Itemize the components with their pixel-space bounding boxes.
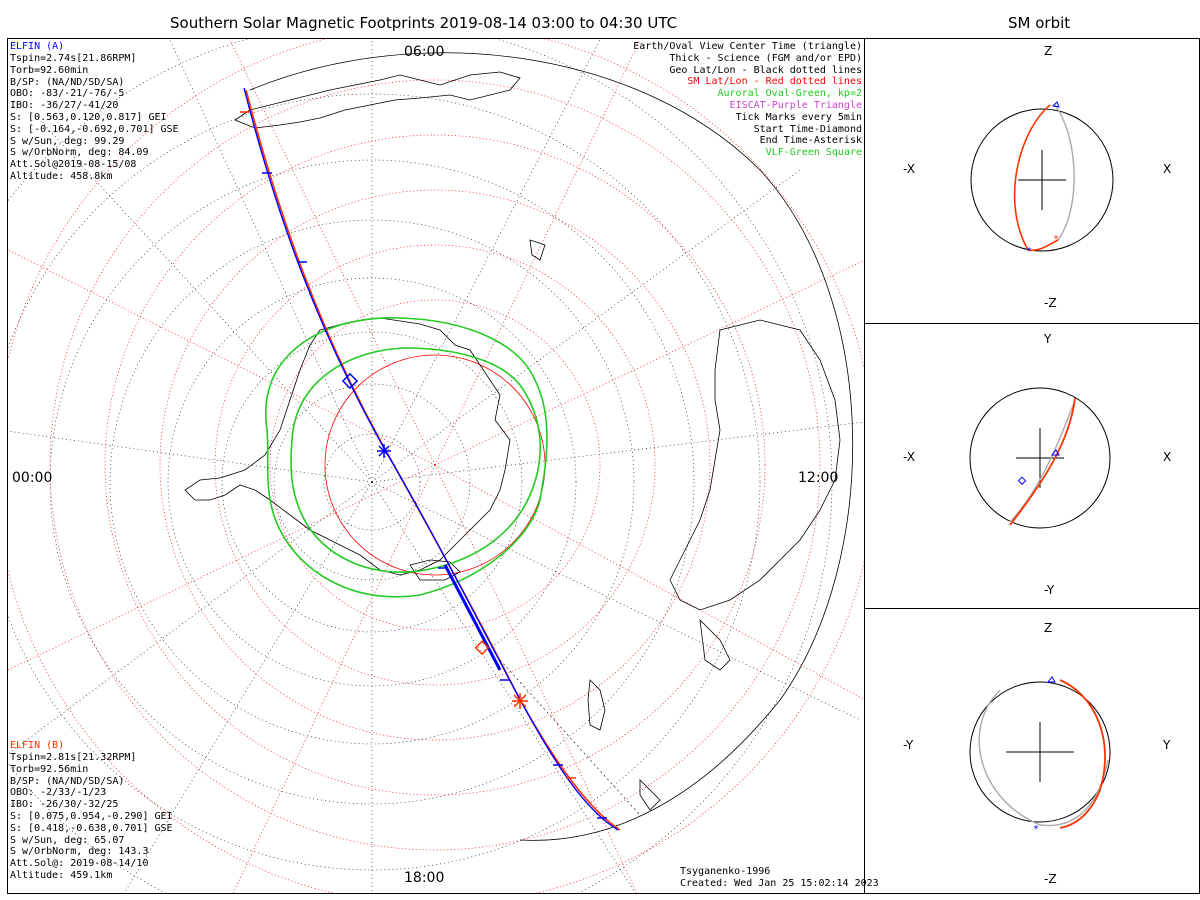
legend-item: EISCAT-Purple Triangle [729, 99, 862, 111]
legend-item: Thick - Science (FGM and/or EPD) [669, 52, 862, 64]
legend: Earth/Oval View Center Time (triangle) T… [622, 41, 862, 159]
geo-grid [8, 39, 864, 893]
elfin-a-line: S: [0.563,0.120,0.817] GEI [10, 112, 167, 123]
orbit-plot-xy [969, 387, 1111, 529]
legend-item: SM Lat/Lon - Red dotted lines [687, 76, 862, 88]
orbit-plot-yz: * [969, 676, 1111, 835]
model-credit: Tsyganenko-1996 [680, 866, 771, 877]
elfin-a-line: IBO: -36/27/-41/20 [10, 100, 119, 112]
legend-item: VLF-Green Square [765, 147, 862, 159]
elfin-a-line: B/SP: (NA/ND/SD/SA) [10, 76, 125, 88]
map-title: Southern Solar Magnetic Footprints 2019-… [170, 14, 678, 32]
elfin-b-line: S w/Sun, deg: 65.07 [10, 834, 125, 846]
elfin-b-name: ELFIN (B) [10, 740, 65, 751]
legend-item: Auroral Oval-Green, kp=2 [717, 88, 863, 100]
panel3-top-label: Z [1044, 621, 1053, 635]
elfin-b-line: B/SP: (NA/ND/SD/SA) [10, 775, 125, 787]
earth-limb [249, 52, 854, 841]
auroral-oval [264, 317, 548, 598]
clock-label-bottom: 18:00 [404, 870, 445, 886]
svg-text:*: * [1053, 234, 1059, 245]
elfin-b-line: Tspin=2.81s[21.32RPM] [10, 752, 137, 763]
svg-text:*: * [1026, 246, 1032, 257]
elfin-a-line: S w/OrbNorm, deg: 84.09 [10, 147, 149, 159]
elfin-b-line: OBO: -2/33/-1/23 [10, 787, 107, 799]
sm-orbit-title: SM orbit [1008, 14, 1071, 32]
panel2-top-label: Y [1044, 332, 1052, 346]
legend-item: End Time-Asterisk [759, 135, 862, 147]
elfin-a-line: S: [-0.164,-0.692,0.701] GSE [10, 123, 179, 135]
elfin-b-line: Altitude: 459.1km [10, 870, 113, 881]
panel1-top-label: Z [1044, 44, 1053, 58]
elfin-b-line: Att.Sol@: 2019-08-14/10 [10, 858, 149, 870]
legend-item: Start Time-Diamond [753, 123, 862, 135]
elfin-a-line: OBO: -83/-21/-76/-5 [10, 88, 125, 100]
panel1-bottom-label: -Z [1044, 296, 1057, 310]
panel1-right-label: X [1163, 162, 1172, 176]
legend-item: Geo Lat/Lon - Black dotted lines [669, 64, 862, 76]
clock-label-left: 00:00 [12, 470, 53, 486]
elfin-b-line: S: [0.075,0.954,-0.290] GEI [10, 811, 173, 822]
legend-item: Tick Marks every 5min [735, 111, 862, 123]
elfin-a-line: Torb=92.60min [10, 64, 89, 76]
elfin-a-line: Tspin=2.74s[21.86RPM] [10, 53, 137, 64]
clock-label-top: 06:00 [404, 44, 445, 60]
orbit-markers [240, 111, 607, 819]
sm-grid [8, 39, 864, 893]
elfin-a-line: S w/Sun, deg: 99.29 [10, 135, 125, 147]
elfin-b-line: IBO: -26/30/-32/25 [10, 799, 119, 811]
panel2-right-label: X [1163, 450, 1172, 464]
elfin-a-name: ELFIN (A) [10, 41, 65, 52]
svg-text:*: * [1033, 824, 1039, 835]
orbit-plot-xz: * * [970, 101, 1114, 257]
elfin-b-line: S w/OrbNorm, deg: 143.3 [10, 846, 149, 858]
clock-label-right: 12:00 [798, 470, 839, 486]
elfin-a-line: Att.Sol@2019-08-15/08 [10, 159, 137, 171]
created-timestamp: Created: Wed Jan 25 15:02:14 2023 [680, 878, 879, 889]
panel3-bottom-label: -Z [1044, 872, 1057, 886]
elfin-a-line: Altitude: 458.8km [10, 171, 113, 182]
panel2-left-label: -X [903, 450, 915, 464]
panel3-right-label: Y [1163, 738, 1171, 752]
panel2-bottom-label: -Y [1044, 583, 1055, 597]
panel1-left-label: -X [903, 162, 915, 176]
elfin-b-line: S: [0.418,-0.638,0.701] GSE [10, 822, 173, 834]
legend-item: Earth/Oval View Center Time (triangle) [633, 41, 862, 52]
panel3-left-label: -Y [903, 738, 914, 752]
elfin-b-line: Torb=92.56min [10, 763, 89, 775]
